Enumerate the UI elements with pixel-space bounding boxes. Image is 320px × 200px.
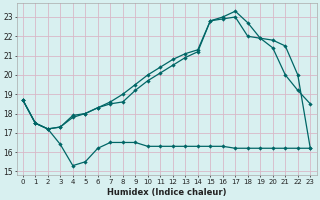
X-axis label: Humidex (Indice chaleur): Humidex (Indice chaleur) [107, 188, 226, 197]
